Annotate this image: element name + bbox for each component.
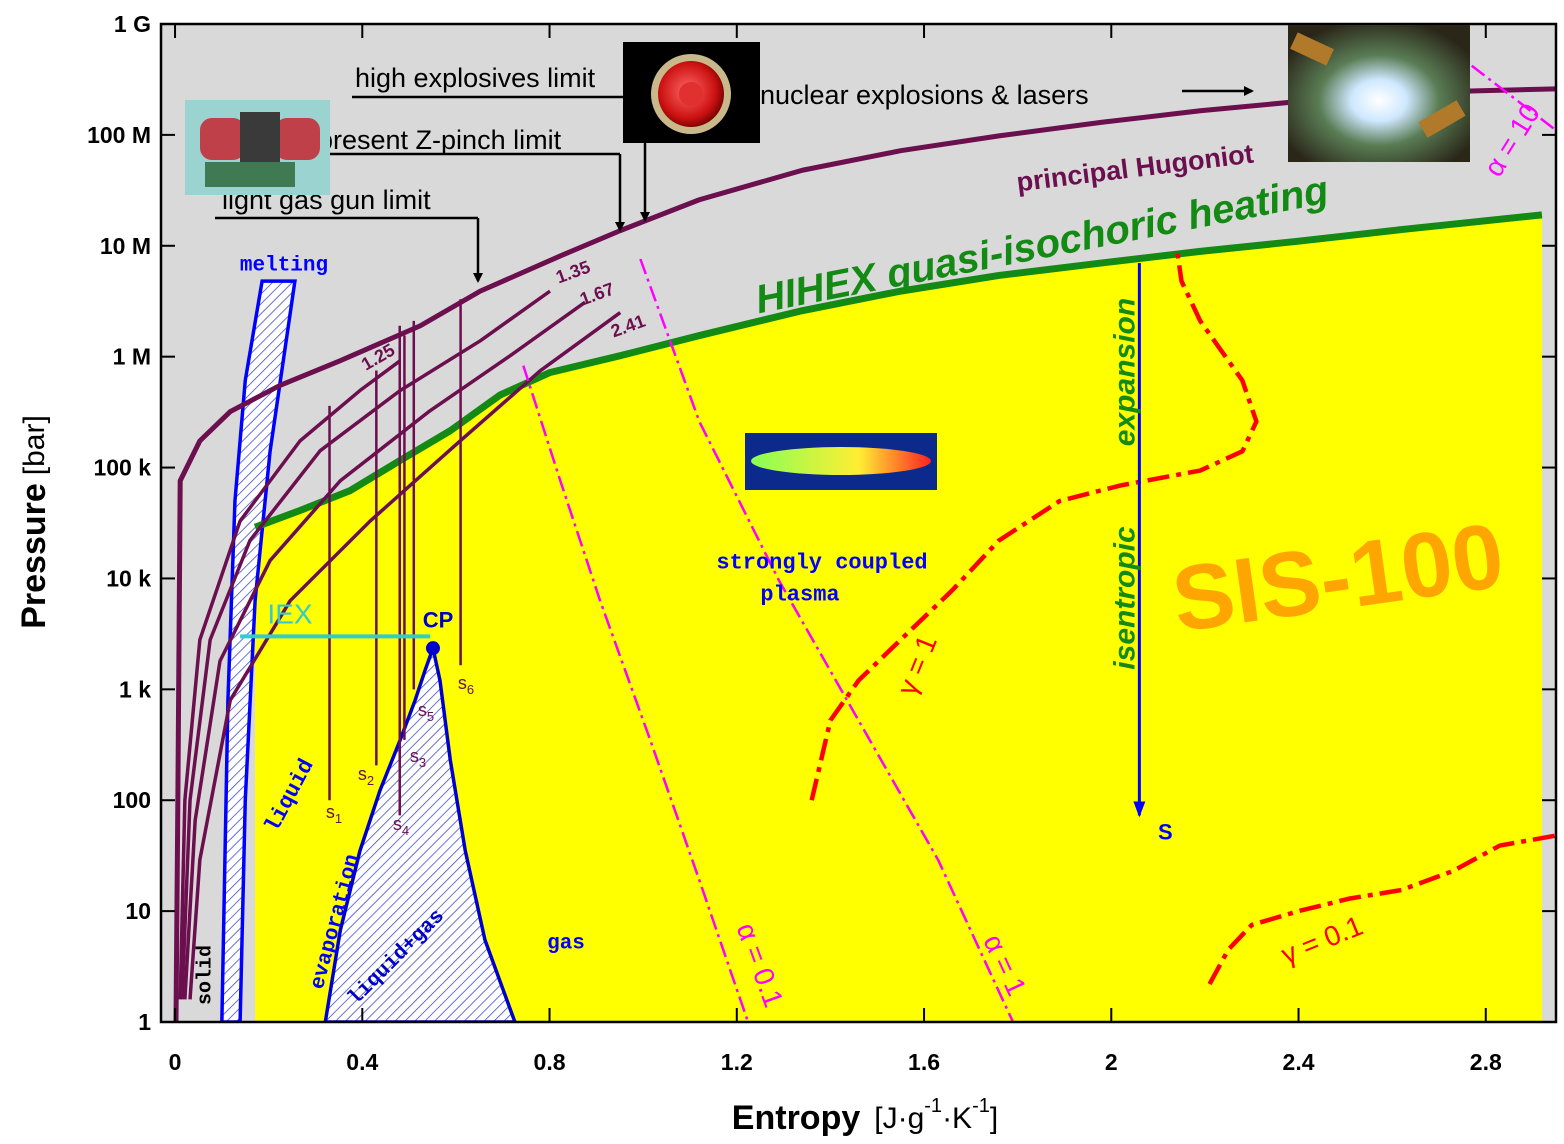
region-label: melting [240,255,328,278]
x-tick-label: 1.6 [908,1049,940,1075]
x-axis-label-part: Entropy [732,1099,861,1137]
y-tick-label: 1 [138,1009,151,1035]
x-tick-label: 2 [1105,1049,1118,1075]
x-axis-label-part: ] [990,1102,998,1135]
isentrope-label-sub: 3 [419,755,426,770]
isentrope-label-main: s [358,764,367,784]
photo-target [623,42,760,143]
photo-part [679,82,703,106]
x-axis-label-part: -1 [924,1095,942,1117]
isentrope-label-sub: 6 [467,682,474,697]
x-axis-label-part: ·K [942,1102,972,1135]
region-text: gas [547,933,585,956]
x-tick-label: 1.2 [721,1049,753,1075]
region-text: solid [195,945,218,1005]
isentrope-label-sub: 2 [367,773,374,788]
x-tick-label: 0.8 [534,1049,566,1075]
y-tick-label: 100 [113,787,151,813]
isentrope-label-main: s [418,700,427,720]
isentrope-label-main: s [410,746,419,766]
x-tick-label: 0.4 [346,1049,378,1075]
chart: 0 0.4 0.8 1.2 1.6 2 2.4 2.8 1 10 100 1 k 10 k 100 k 1 … [0,0,1564,1144]
photo-part [200,118,245,160]
photo-laser [1288,25,1470,162]
annotation: high explosives limit [355,63,596,93]
y-tick-label: 100 M [87,122,151,148]
x-axis-label-part: [J·g [874,1102,924,1135]
x-axis-label: Entropy[J·g-1·K-1] [732,1095,998,1137]
y-tick-label: 100 k [93,455,151,481]
photo-plasma [745,433,937,490]
critical-point [426,641,440,655]
y-axis-label-part: [bar] [18,415,51,475]
x-tick-label: 0 [169,1049,182,1075]
region-text: expansion [1109,298,1142,446]
photo-part [205,162,295,187]
y-tick-label: 1 k [119,676,151,702]
y-axis-label: Pressure [bar] [15,415,53,629]
isentrope-label-main: s [326,802,335,822]
x-tick-label: 2.8 [1470,1049,1502,1075]
isentrope-label-sub: 4 [402,823,409,838]
iex-label: IEX [267,599,312,630]
y-tick-label: 1 G [114,11,151,37]
x-axis-label-part: -1 [972,1095,990,1117]
isentrope-label-main: s [393,814,402,834]
annotation: present Z-pinch limit [318,125,562,155]
annotation: nuclear explosions & lasers [760,80,1089,110]
isentrope-label-sub: 1 [335,811,342,826]
photo-part [751,447,931,475]
y-tick-label: 10 M [100,233,151,259]
photo-gas-gun [185,100,330,195]
y-tick-label: 1 M [113,344,151,370]
y-tick-label: 10 [125,898,151,924]
photo-part [240,112,280,166]
region-text: strongly coupled [716,551,927,576]
region-text: plasma [760,583,839,608]
isentrope-label-sub: 5 [427,709,434,724]
y-tick-label: 10 k [106,565,151,591]
critical-point-label: CP [423,608,454,633]
region-text: isentropic [1109,526,1142,670]
x-tick-label: 2.4 [1283,1049,1315,1075]
isentrope-label-main: s [458,673,467,693]
y-axis-label-part: Pressure [15,483,53,629]
expansion-arrow-label: S [1158,820,1173,845]
photo-part [275,118,320,160]
